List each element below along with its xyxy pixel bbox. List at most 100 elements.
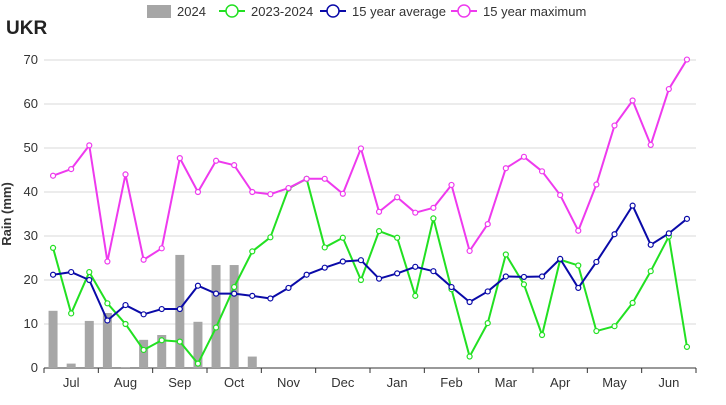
y-tick-label: 0 xyxy=(31,360,38,375)
data-point xyxy=(538,168,546,175)
data-point xyxy=(357,145,365,152)
y-tick-label: 20 xyxy=(24,272,38,287)
data-point xyxy=(557,191,564,199)
legend-label: 2024 xyxy=(177,4,206,19)
data-point xyxy=(140,346,147,354)
data-point xyxy=(502,251,509,258)
data-point xyxy=(611,122,618,129)
x-tick-label: Feb xyxy=(440,375,462,390)
bar-2024 xyxy=(211,265,221,368)
legend-swatch-marker xyxy=(326,4,340,18)
data-point xyxy=(339,258,346,265)
bar-2024 xyxy=(247,356,257,368)
data-point xyxy=(158,337,165,344)
series-line xyxy=(52,204,688,322)
x-tick-label: Sep xyxy=(168,375,191,390)
data-point xyxy=(86,142,93,149)
data-point xyxy=(49,172,57,179)
data-point xyxy=(339,190,346,197)
series-line xyxy=(52,59,688,263)
x-tick-label: Aug xyxy=(114,375,137,390)
series-line xyxy=(52,177,688,365)
data-point xyxy=(303,271,310,278)
legend-label: 2023-2024 xyxy=(251,4,313,19)
data-point xyxy=(593,181,600,188)
data-point xyxy=(683,56,691,63)
data-point xyxy=(647,268,654,275)
data-point xyxy=(538,273,546,280)
data-point xyxy=(575,227,582,234)
chart-title: UKR xyxy=(6,18,48,39)
bar-2024 xyxy=(66,363,76,368)
y-tick-label: 50 xyxy=(24,140,38,155)
data-point xyxy=(394,194,401,201)
data-point xyxy=(520,153,528,160)
data-point xyxy=(466,247,473,255)
data-point xyxy=(665,85,672,93)
y-axis-label: Rain (mm) xyxy=(0,182,14,246)
data-point xyxy=(285,284,292,292)
data-point xyxy=(231,283,238,291)
data-point xyxy=(448,181,455,189)
data-point xyxy=(375,275,383,282)
data-point xyxy=(430,268,437,275)
data-point xyxy=(466,353,473,360)
data-point xyxy=(267,234,274,241)
data-point xyxy=(140,256,147,263)
bar-2024 xyxy=(48,310,58,368)
data-point xyxy=(104,300,111,307)
legend-label: 15 year maximum xyxy=(483,4,586,19)
data-point xyxy=(484,221,491,228)
data-point xyxy=(629,299,636,306)
data-point xyxy=(176,338,183,345)
data-point xyxy=(194,188,202,196)
y-tick-label: 70 xyxy=(24,52,38,67)
data-point xyxy=(593,258,600,266)
data-point xyxy=(412,209,419,216)
data-point xyxy=(194,282,202,289)
data-point xyxy=(611,231,618,238)
data-point xyxy=(502,165,509,172)
data-point xyxy=(484,288,491,295)
bar-2024 xyxy=(139,339,149,368)
y-tick-label: 40 xyxy=(24,184,38,199)
bar-2024 xyxy=(229,265,239,368)
x-tick-label: Dec xyxy=(331,375,355,390)
data-point xyxy=(212,157,220,164)
data-point xyxy=(683,343,691,350)
data-point xyxy=(321,264,328,271)
data-point xyxy=(231,290,238,297)
data-point xyxy=(357,257,365,264)
data-point xyxy=(412,263,419,270)
data-point xyxy=(430,215,437,222)
data-point xyxy=(502,273,509,280)
data-point xyxy=(231,162,238,169)
data-point xyxy=(267,191,274,198)
data-point xyxy=(321,244,328,251)
data-point xyxy=(466,298,473,306)
data-point xyxy=(430,204,437,211)
data-point xyxy=(86,268,93,276)
data-point xyxy=(412,292,419,299)
data-point xyxy=(629,97,636,104)
data-point xyxy=(49,244,57,251)
data-point xyxy=(611,323,618,330)
data-point xyxy=(538,331,546,339)
data-point xyxy=(448,283,455,291)
data-point xyxy=(394,270,401,277)
bar-2024 xyxy=(157,335,167,368)
data-point xyxy=(249,248,256,255)
data-point xyxy=(122,171,129,178)
data-point xyxy=(647,241,654,248)
data-point xyxy=(86,276,93,284)
data-point xyxy=(249,188,256,196)
data-point xyxy=(104,258,111,265)
legend-swatch-marker xyxy=(225,4,239,18)
legend-swatch-marker xyxy=(457,4,471,18)
data-point xyxy=(122,320,129,328)
x-tick-label: Oct xyxy=(224,375,245,390)
data-point xyxy=(375,208,383,215)
data-point xyxy=(176,305,183,313)
